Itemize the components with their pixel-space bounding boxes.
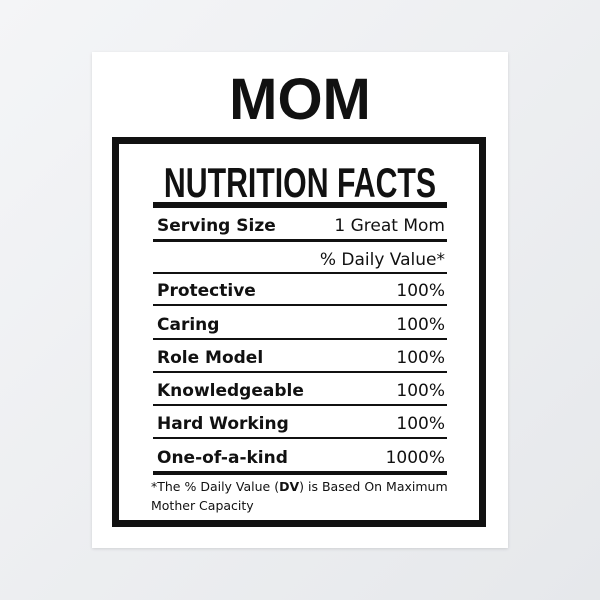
serving-label: Serving Size <box>157 216 276 236</box>
nutrient-row: Role Model 100% <box>157 346 445 370</box>
serving-value: 1 Great Mom <box>334 216 445 236</box>
poster <box>92 52 508 548</box>
nutrient-row: Hard Working 100% <box>157 412 445 436</box>
rule <box>153 304 447 306</box>
serving-row: Serving Size 1 Great Mom <box>157 214 445 238</box>
dv-row: % Daily Value* <box>157 248 445 272</box>
nutrient-value: 100% <box>396 414 445 434</box>
rule <box>153 437 447 439</box>
nutrient-value: 100% <box>396 348 445 368</box>
footnote-text: *The % Daily Value ( <box>151 479 280 494</box>
nutrient-row: Protective 100% <box>157 279 445 303</box>
rule <box>153 371 447 373</box>
poster-title: MOM <box>229 67 371 132</box>
dv-header: % Daily Value* <box>319 250 445 270</box>
footnote: *The % Daily Value (DV) is Based On Maxi… <box>151 477 456 515</box>
nutrient-value: 1000% <box>385 448 445 468</box>
nutrient-name: Knowledgeable <box>157 381 304 401</box>
rule <box>153 272 447 274</box>
nutrient-row: One-of-a-kind 1000% <box>157 446 445 470</box>
nutrient-value: 100% <box>396 281 445 301</box>
nutrient-name: One-of-a-kind <box>157 448 288 468</box>
rule <box>153 202 447 208</box>
nutrient-name: Role Model <box>157 348 264 368</box>
rule <box>153 471 447 475</box>
rule <box>153 239 447 242</box>
nutrient-value: 100% <box>396 315 445 335</box>
nutrient-value: 100% <box>396 381 445 401</box>
label-frame <box>112 137 486 527</box>
label-title: NUTRITION FACTS <box>163 159 437 206</box>
rule <box>153 338 447 340</box>
rule <box>153 404 447 406</box>
nutrient-row: Caring 100% <box>157 313 445 337</box>
nutrient-row: Knowledgeable 100% <box>157 379 445 403</box>
nutrient-name: Protective <box>157 281 256 301</box>
nutrient-name: Caring <box>157 315 220 335</box>
footnote-bold: DV <box>279 479 300 494</box>
footnote-text: ) is Based On Maximum Mother Capacity <box>151 479 448 513</box>
nutrient-name: Hard Working <box>157 414 289 434</box>
